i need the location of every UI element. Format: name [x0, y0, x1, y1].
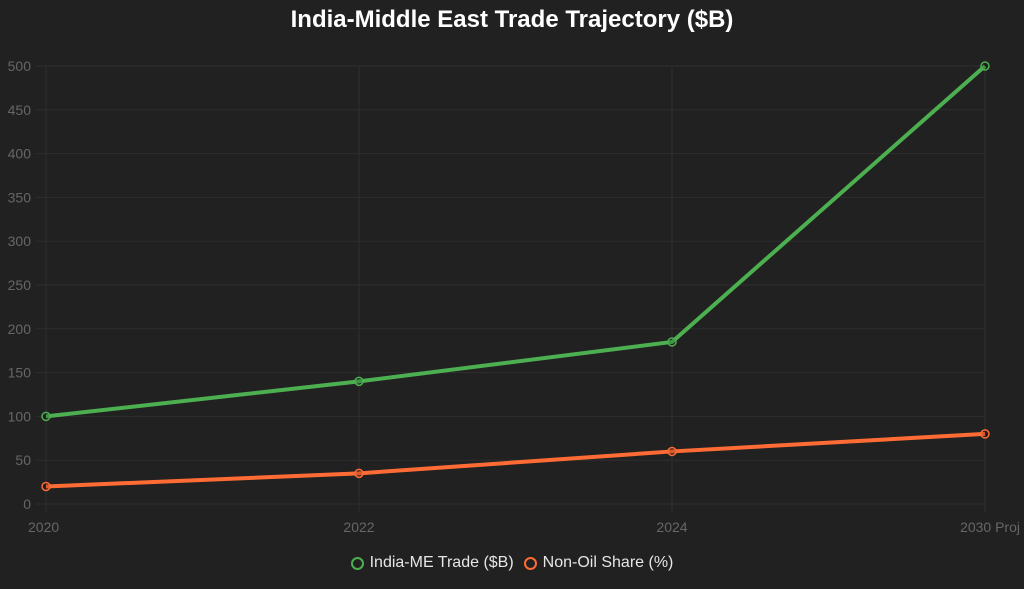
y-tick-label: 150	[8, 365, 32, 381]
legend-item[interactable]: Non-Oil Share (%)	[523, 554, 674, 572]
data-point[interactable]	[667, 337, 677, 347]
legend-item[interactable]: India-ME Trade ($B)	[350, 554, 514, 572]
x-tick-label: 2022	[343, 519, 374, 535]
data-point[interactable]	[980, 61, 990, 71]
legend: India-ME Trade ($B) Non-Oil Share (%)	[0, 554, 1024, 572]
data-point[interactable]	[354, 376, 364, 387]
y-tick-label: 200	[8, 321, 32, 337]
legend-circle-icon	[350, 556, 364, 570]
y-tick-label: 50	[15, 452, 31, 468]
grid-lines	[36, 65, 986, 512]
y-axis-ticks: 0 50 100 150 200 250 300 350 400 450 500	[8, 58, 32, 512]
data-point[interactable]	[41, 481, 51, 492]
y-tick-label: 300	[8, 233, 32, 249]
data-point[interactable]	[667, 446, 677, 457]
y-tick-label: 450	[8, 102, 32, 118]
data-series	[41, 61, 990, 492]
legend-circle-icon	[523, 556, 537, 570]
y-tick-label: 500	[8, 58, 32, 74]
y-tick-label: 100	[8, 408, 32, 424]
x-tick-label: 2020	[28, 519, 59, 535]
x-tick-label: 2030 Proj	[960, 519, 1020, 535]
series-line	[45, 64, 987, 419]
legend-label: Non-Oil Share (%)	[542, 554, 674, 571]
chart-title: India-Middle East Trade Trajectory ($B)	[290, 6, 734, 33]
data-point[interactable]	[354, 468, 364, 479]
legend-label: India-ME Trade ($B)	[369, 554, 514, 571]
y-tick-label: 400	[8, 146, 32, 162]
y-tick-label: 0	[23, 496, 31, 512]
y-tick-label: 350	[8, 189, 32, 205]
data-point[interactable]	[980, 429, 990, 439]
y-tick-label: 250	[8, 277, 32, 293]
x-tick-label: 2024	[656, 519, 687, 535]
data-point[interactable]	[41, 411, 51, 422]
series-line	[45, 431, 986, 489]
x-axis-ticks: 2020 2022 2024 2030 Proj	[28, 519, 1020, 535]
